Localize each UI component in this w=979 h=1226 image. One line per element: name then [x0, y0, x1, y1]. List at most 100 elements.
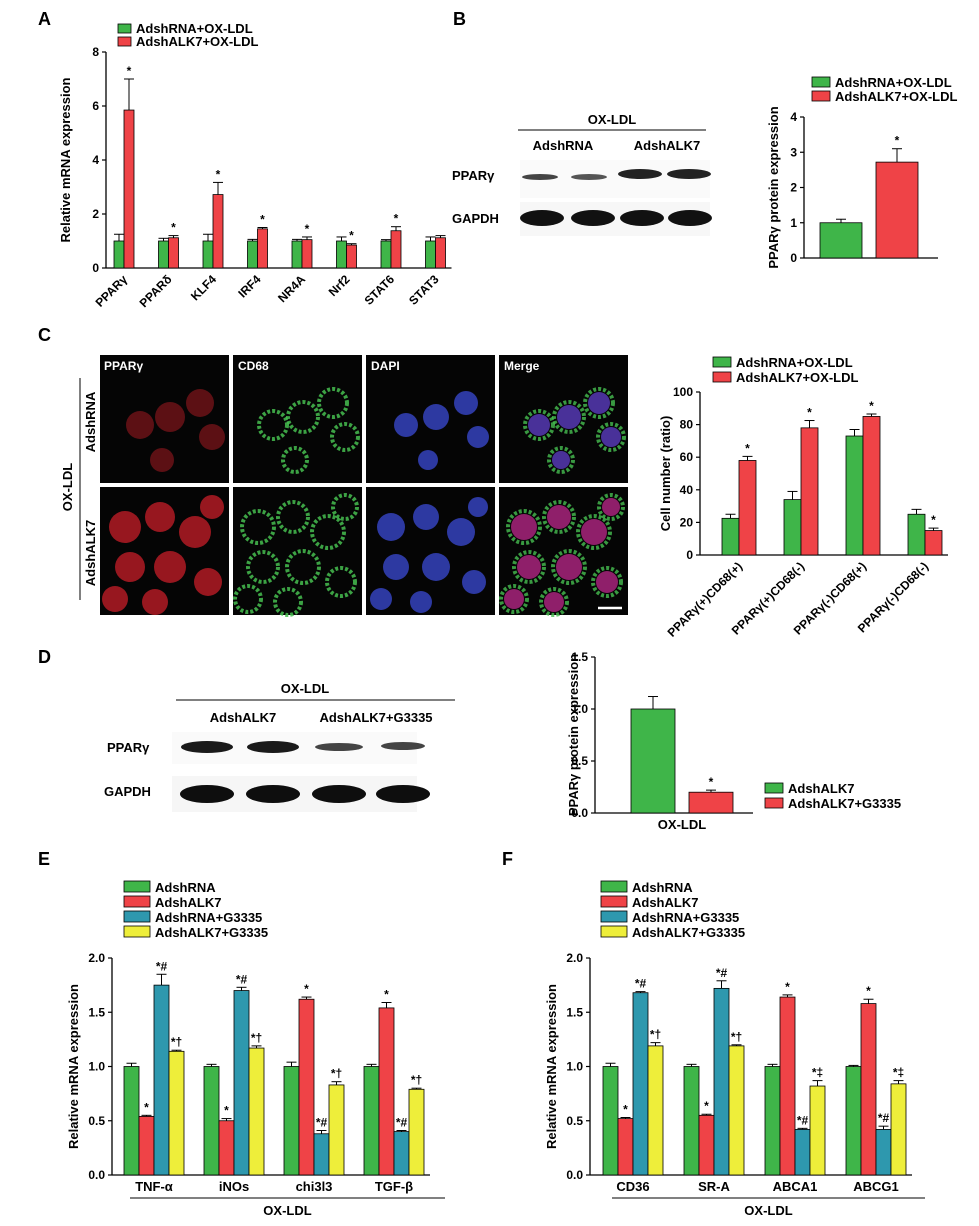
cell-signal [596, 422, 626, 452]
bar [435, 237, 446, 269]
significance-label: * [807, 406, 812, 420]
panel-letter-f: F [502, 849, 513, 869]
legend-swatch [600, 880, 628, 893]
cell-signal [468, 497, 488, 517]
bar [313, 1133, 330, 1176]
legend-label: AdshALK7+G3335 [788, 796, 901, 811]
y-tick-label: 1.5 [88, 1005, 105, 1019]
legend-swatch [764, 797, 784, 809]
significance-label: *# [156, 959, 168, 973]
blot-band [571, 210, 615, 226]
cell-signal [370, 588, 392, 610]
bar [907, 513, 926, 556]
legend-label: AdshALK7 [788, 781, 854, 796]
bar [845, 1066, 862, 1176]
y-tick-label: 3 [790, 145, 797, 159]
significance-label: *# [316, 1116, 328, 1130]
panel-letter-c: C [38, 325, 51, 345]
x-tick-label: PPARγ [93, 272, 131, 310]
bar [632, 992, 649, 1176]
y-tick-label: 0.5 [571, 754, 588, 768]
x-tick-label: Nrf2 [326, 272, 353, 299]
significance-label: * [709, 775, 714, 789]
cell-signal [552, 400, 586, 434]
y-tick-label: 80 [680, 418, 694, 432]
bar [346, 244, 357, 269]
y-axis-label: Relative mRNA expression [58, 77, 73, 242]
legend-label: AdshALK7+G3335 [155, 925, 268, 940]
bar [617, 1118, 634, 1176]
cell-signal [142, 589, 168, 615]
y-tick-label: 6 [92, 99, 99, 113]
legend-swatch [600, 910, 628, 923]
legend-label: AdshRNA+G3335 [632, 910, 739, 925]
cell-signal [383, 554, 409, 580]
micro-col-label-dapi: DAPI [371, 359, 400, 373]
bar [168, 1050, 185, 1176]
significance-label: * [171, 221, 176, 235]
y-tick-label: 0.0 [88, 1168, 105, 1182]
bar [123, 1066, 140, 1176]
bar [688, 791, 734, 814]
legend-swatch [811, 76, 831, 88]
bar [158, 240, 169, 269]
significance-label: *† [331, 1067, 342, 1081]
legend-label: AdshALK7 [632, 895, 698, 910]
x-tick-label: chi3l3 [296, 1179, 333, 1194]
bar [794, 1129, 811, 1176]
x-tick-label: KLF4 [188, 272, 219, 303]
cell-signal [539, 587, 569, 617]
cell-signal [233, 584, 263, 614]
legend-label: AdshRNA+G3335 [155, 910, 262, 925]
legend-label: AdshALK7 [155, 895, 221, 910]
x-tick-label: OX-LDL [658, 817, 706, 832]
legend-label: AdshRNA+OX-LDL [136, 21, 253, 36]
cell-signal [601, 427, 621, 447]
micro-col-label-merge: Merge [504, 359, 540, 373]
cell-signal [462, 570, 486, 594]
blot-band [247, 741, 299, 753]
bar [153, 984, 170, 1176]
x-tick-label: STAT6 [362, 272, 398, 308]
cell-signal [506, 509, 542, 545]
y-tick-label: 0.5 [88, 1114, 105, 1128]
bar [113, 240, 125, 269]
bar [298, 998, 315, 1176]
bar [212, 194, 224, 269]
blot-b-row-ppar: PPARγ [452, 168, 495, 183]
legend-label: AdshALK7+G3335 [632, 925, 745, 940]
cell-signal [150, 448, 174, 472]
bar [202, 240, 214, 269]
legend-label: AdshALK7+OX-LDL [835, 89, 957, 104]
blot-d-row-gapdh: GAPDH [104, 784, 151, 799]
significance-label: *# [236, 972, 248, 986]
bar [380, 240, 392, 269]
bar [783, 499, 802, 556]
legend-swatch [117, 36, 132, 47]
x-tick-label: STAT3 [406, 272, 442, 308]
y-tick-label: 4 [790, 110, 797, 124]
blot-band [180, 785, 234, 803]
cell-signal [186, 389, 214, 417]
cell-signal [581, 519, 607, 545]
significance-label: * [704, 1099, 709, 1113]
cell-signal [423, 404, 449, 430]
significance-label: * [260, 213, 265, 227]
chart-a: 0 2 4 6 8 Relative mRNA expression * PPARγ * PPAR… [58, 21, 452, 310]
micro-col-label-cd68: CD68 [238, 359, 269, 373]
cell-signal [447, 518, 475, 546]
bar [247, 240, 258, 269]
legend-swatch [123, 910, 151, 923]
y-tick-label: 2 [92, 207, 99, 221]
blot-band [571, 174, 607, 180]
cell-signal [511, 514, 537, 540]
x-tick-label: SR-A [698, 1179, 730, 1194]
micro-row-label-1: AdshRNA [83, 391, 98, 452]
y-axis-label: PPARγ protein expression [566, 654, 581, 816]
cell-signal [517, 555, 541, 579]
micro-tile [233, 355, 362, 483]
cell-signal [557, 405, 581, 429]
legend-swatch [123, 895, 151, 908]
